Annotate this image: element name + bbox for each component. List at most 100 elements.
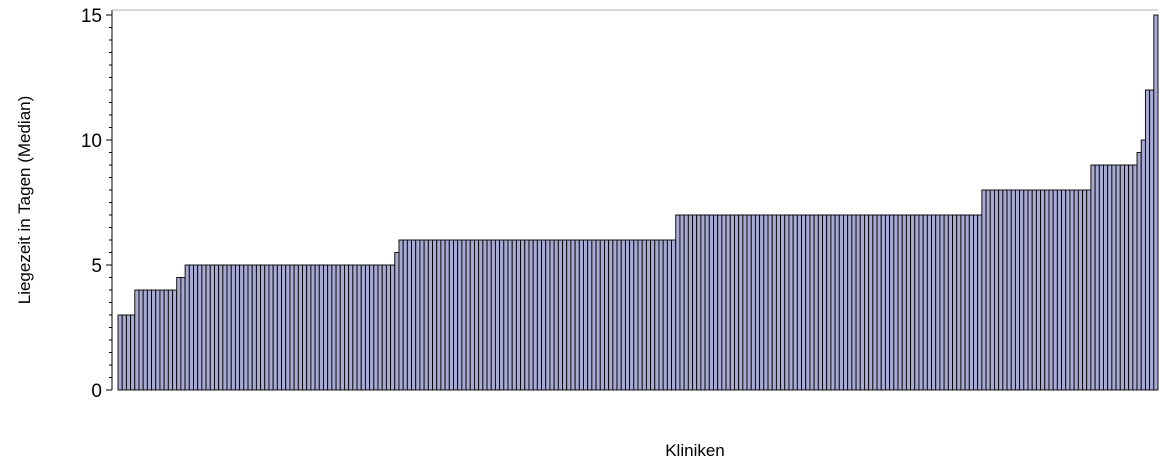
bar (402, 239, 408, 391)
bars-group (117, 14, 1159, 391)
bar (230, 264, 236, 391)
bar (943, 214, 949, 391)
bar (1040, 189, 1046, 391)
bar (1094, 164, 1100, 391)
bar (213, 264, 220, 391)
bar (398, 239, 404, 391)
bar (239, 264, 245, 391)
bar (692, 214, 698, 391)
bar (268, 264, 274, 391)
bar (717, 214, 723, 391)
bar (612, 239, 618, 391)
bar (700, 214, 706, 391)
bar (1107, 164, 1113, 391)
bar (620, 239, 626, 391)
bar (1132, 164, 1138, 391)
bar (822, 214, 828, 391)
bar (641, 239, 647, 391)
bar (591, 239, 597, 391)
bar (293, 264, 299, 391)
bar (474, 239, 480, 391)
bar (847, 214, 853, 391)
bar (453, 239, 459, 391)
bar (1019, 189, 1025, 391)
bar (1115, 164, 1121, 391)
y-tick-label: 5 (91, 256, 102, 277)
bar (1103, 164, 1109, 391)
bar (834, 214, 840, 391)
bar (520, 239, 526, 391)
bar (1082, 189, 1088, 391)
bar (608, 239, 614, 391)
bar (331, 264, 337, 391)
bar (356, 264, 362, 391)
bar (1086, 189, 1092, 391)
bar (830, 214, 836, 391)
y-tick-label: 0 (91, 381, 102, 402)
bar (914, 214, 920, 391)
bar (637, 239, 643, 391)
bar (742, 214, 748, 391)
bar (813, 214, 819, 391)
bar (532, 239, 538, 391)
bar (1098, 164, 1104, 391)
bar (729, 214, 735, 391)
bar (125, 314, 132, 391)
bar (1090, 164, 1096, 391)
bar (679, 214, 685, 391)
bar (671, 239, 677, 391)
bar (994, 189, 1000, 391)
bar (889, 214, 895, 391)
bar (528, 239, 534, 391)
bar (482, 239, 488, 391)
bar (318, 264, 324, 391)
bar (574, 239, 580, 391)
bar (155, 289, 161, 391)
bar (868, 214, 874, 391)
bar (444, 239, 450, 391)
bar (180, 277, 186, 391)
bar (469, 239, 475, 391)
bar (1031, 189, 1037, 391)
bar (490, 239, 496, 391)
bar (545, 239, 551, 391)
bar (511, 239, 517, 391)
bar (222, 264, 228, 391)
bar (260, 264, 266, 391)
bar (683, 214, 689, 391)
bar (381, 264, 387, 391)
bar (1006, 189, 1012, 391)
bar (864, 214, 870, 391)
bar (553, 239, 559, 391)
bar (1056, 189, 1062, 391)
bar (1002, 189, 1008, 391)
bar (809, 214, 815, 391)
bar (981, 189, 987, 391)
bar (188, 264, 194, 391)
bar (570, 239, 576, 391)
bar (687, 214, 693, 391)
bar (323, 264, 329, 391)
bar (616, 239, 622, 391)
bar (1027, 189, 1033, 391)
bar (595, 239, 601, 391)
bar (998, 189, 1004, 391)
bar (419, 239, 425, 391)
bar (696, 214, 702, 391)
bar (725, 214, 731, 391)
bar (566, 239, 572, 391)
bar (1048, 189, 1054, 391)
bar (931, 214, 937, 391)
bar (788, 214, 794, 391)
bar (448, 239, 454, 391)
bar (344, 264, 350, 391)
y-tick-label: 10 (81, 131, 102, 152)
bar (918, 214, 924, 391)
bar (146, 289, 152, 391)
bar (771, 214, 777, 391)
bar (893, 214, 899, 391)
bar (285, 264, 291, 391)
bar (662, 239, 668, 391)
bar (226, 264, 232, 391)
